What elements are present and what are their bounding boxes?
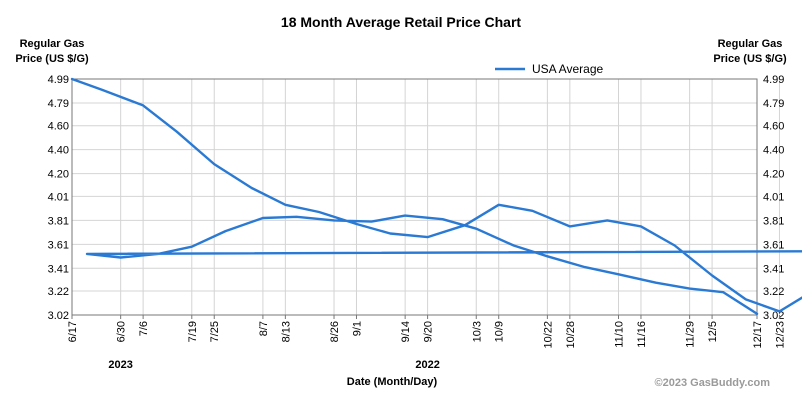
y-tick-label-left: 3.61: [48, 239, 69, 251]
series-line-usa-average: [70, 77, 802, 315]
y-tick-label-right: 4.79: [763, 98, 784, 110]
y-tick-label-right: 4.01: [763, 191, 784, 203]
x-tick-label: 8/13: [280, 321, 292, 342]
y-axis-right: 4.99 4.79 4.60 4.40 4.20 4.01 3.81 3.61 3.41 3.22…: [763, 74, 784, 322]
y-tick-label-right: 3.02: [763, 310, 784, 322]
y-tick-label-right: 4.20: [763, 169, 784, 181]
x-tick-label: 7/19: [187, 321, 199, 342]
x-tick-label: 10/9: [494, 321, 506, 342]
y-tick-label-right: 3.81: [763, 215, 784, 227]
x-tick-label: 8/7: [258, 321, 270, 336]
x-tick-label: 9/14: [400, 321, 412, 342]
legend-label-usa-average: USA Average: [532, 62, 603, 76]
series-layer: [70, 77, 802, 315]
x-axis-title: Date (Month/Day): [347, 376, 438, 388]
y-tick-label-left: 4.60: [48, 121, 69, 133]
y-tick-label-left: 4.99: [48, 74, 69, 86]
y-tick-label-left: 4.40: [48, 145, 69, 157]
y-axis-left: 4.99 4.79 4.60 4.40 4.20 4.01 3.81 3.61 3.41 3.22…: [48, 74, 69, 322]
y-axis-title-right-line1: Regular Gas: [718, 38, 783, 50]
x-axis: 6/17 7/6 7/25 8/13 9/1 9/20 10/9 10/28 11/16 12/5…: [67, 315, 786, 349]
chart-title: 18 Month Average Retail Price Chart: [281, 14, 521, 30]
y-tick-label-left: 3.22: [48, 286, 69, 298]
x-tick-label: 6/17: [67, 321, 79, 342]
x-tick-label: 8/26: [329, 321, 341, 342]
x-tick-label: 7/25: [209, 321, 221, 342]
y-tick-label-right: 4.99: [763, 74, 784, 86]
x-tick-label: 7/6: [138, 321, 150, 336]
year-labels: 2022 2023: [108, 359, 439, 371]
y-tick-label-left: 3.02: [48, 310, 69, 322]
year-label: 2022: [415, 359, 439, 371]
y-tick-label-left: 4.79: [48, 98, 69, 110]
x-tick-label: 10/22: [542, 321, 554, 349]
x-tick-label: 11/29: [685, 321, 697, 348]
y-axis-title-right-line2: Price (US $/G): [713, 53, 787, 65]
grid: [71, 78, 780, 316]
y-tick-label-left: 3.81: [48, 215, 69, 227]
y-tick-label-right: 3.61: [763, 239, 784, 251]
plot-area-border: [71, 78, 758, 316]
x-tick-label: 12/5: [707, 321, 719, 342]
x-tick-label: 10/3: [471, 321, 483, 342]
x-tick-label: 11/10: [614, 321, 626, 348]
year-label: 2023: [108, 359, 132, 371]
x-tick-label: 12/17: [752, 321, 764, 349]
x-tick-label: 11/16: [636, 321, 648, 348]
y-tick-label-right: 3.41: [763, 263, 784, 275]
x-tick-label: 12/23: [774, 321, 786, 349]
x-tick-label: 6/30: [116, 321, 128, 342]
y-tick-label-right: 4.60: [763, 121, 784, 133]
copyright-text: ©2023 GasBuddy.com: [655, 377, 771, 389]
y-tick-label-left: 4.01: [48, 191, 69, 203]
y-axis-title-left-line2: Price (US $/G): [15, 53, 89, 65]
x-tick-label: 9/1: [351, 321, 363, 336]
y-tick-label-right: 3.22: [763, 286, 784, 298]
y-tick-label-right: 4.40: [763, 145, 784, 157]
y-axis-title-left-line1: Regular Gas: [20, 38, 85, 50]
y-tick-label-left: 3.41: [48, 263, 69, 275]
x-tick-label: 10/28: [565, 321, 577, 349]
x-tick-label: 9/20: [423, 321, 435, 342]
y-tick-label-left: 4.20: [48, 169, 69, 181]
legend: USA Average: [495, 62, 603, 76]
